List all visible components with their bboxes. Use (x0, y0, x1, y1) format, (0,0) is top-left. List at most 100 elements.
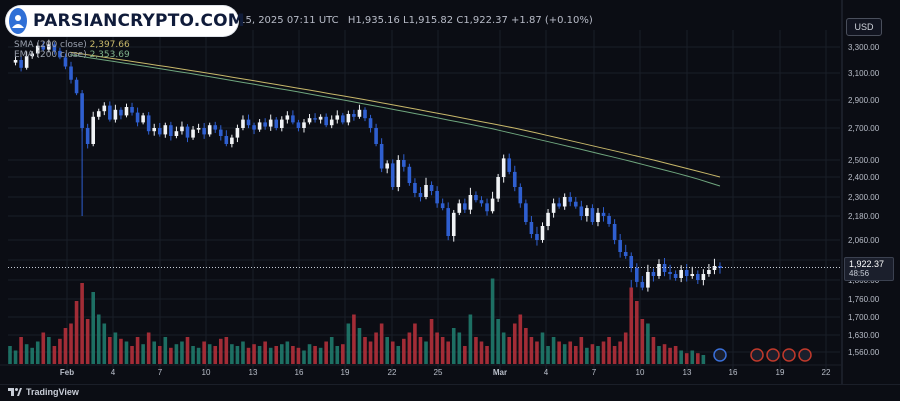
candle-body (246, 119, 251, 126)
candle-body (690, 274, 695, 276)
candle-body (479, 200, 484, 204)
currency-button[interactable]: USD (846, 18, 882, 36)
volume-bar (80, 283, 84, 364)
volume-bar (413, 323, 417, 364)
x-tick-label: 19 (776, 368, 785, 377)
volume-bar (346, 323, 351, 364)
volume-bar (429, 319, 434, 364)
volume-bar (673, 346, 678, 364)
volume-bar (30, 347, 34, 364)
candle-body (646, 272, 650, 288)
x-tick-label: 16 (295, 368, 304, 377)
candle-body (196, 128, 201, 130)
candle-body (718, 266, 722, 268)
x-tick-label: Mar (493, 368, 507, 377)
candle-body (357, 109, 362, 117)
volume-bar (24, 344, 29, 364)
volume-bar (252, 344, 256, 364)
candle-body (568, 197, 573, 202)
candle-body (302, 122, 306, 128)
candle-body (474, 195, 478, 201)
volume-bar (291, 346, 295, 364)
volume-bar (157, 346, 162, 364)
candle-body (130, 107, 134, 113)
volume-bar (668, 347, 672, 364)
candle-body (485, 203, 489, 212)
candle-body (529, 222, 534, 234)
volume-bar (657, 346, 661, 364)
ema-legend[interactable]: EMA (200 close) 2,353.69 (14, 50, 130, 60)
x-tick-label: 7 (158, 368, 163, 377)
volume-bar (573, 346, 578, 364)
volume-bar (69, 323, 73, 364)
candle-body (618, 240, 622, 252)
candle-body (285, 115, 290, 120)
logo-icon (9, 8, 27, 34)
candle-body (41, 45, 46, 50)
candle-body (535, 234, 539, 240)
volume-bar (662, 344, 667, 364)
volume-bar (696, 353, 700, 364)
sma-legend[interactable]: SMA (200 close) 2,397.66 (14, 40, 130, 50)
tradingview-brand[interactable]: TradingView (8, 387, 79, 397)
candle-body (601, 212, 606, 216)
volume-bar (263, 341, 267, 364)
candle-body (108, 105, 112, 120)
x-tick-label: Feb (60, 368, 74, 377)
candle-body (557, 203, 561, 207)
volume-bar (268, 347, 273, 364)
y-tick-label: 1,760.00 (848, 295, 880, 304)
volume-bar (607, 337, 611, 364)
candle-body (696, 274, 700, 280)
sma-line (69, 51, 721, 178)
grid-lines (8, 30, 840, 373)
sma-label: SMA (200 close) (14, 40, 87, 50)
volume-bar (185, 337, 190, 364)
event-flag-icon (750, 348, 764, 362)
volume-bar (596, 346, 600, 364)
candle-body (634, 268, 639, 282)
candle-body (191, 129, 195, 138)
candle-body (47, 44, 51, 50)
volume-bar (623, 332, 628, 364)
candle-body (152, 128, 157, 132)
candle-body (363, 109, 367, 119)
y-tick-label: 1,630.00 (848, 331, 880, 340)
candle-body (19, 60, 23, 68)
candle-body (590, 208, 595, 222)
candle-body (263, 122, 267, 127)
volume-bar (485, 346, 489, 364)
candle-body (352, 114, 356, 117)
candle-body (63, 57, 68, 67)
volume-bar (202, 341, 206, 364)
y-tick-label: 2,900.00 (848, 96, 880, 105)
volume-bar (612, 346, 617, 364)
volume-bar (646, 323, 650, 364)
brand-text: TradingView (26, 387, 79, 397)
candle-body (218, 129, 223, 136)
candle-body (113, 109, 118, 120)
volume-bar (191, 346, 195, 364)
volume-bar (58, 338, 62, 364)
candle-body (102, 105, 107, 112)
x-tick-label: 7 (592, 368, 597, 377)
candle-body (701, 274, 706, 280)
volume-bar (47, 337, 51, 364)
candle-body (35, 45, 40, 54)
candle-body (52, 44, 57, 51)
candle-body (551, 203, 556, 213)
x-tick-label: 13 (683, 368, 692, 377)
candle-body (501, 158, 506, 177)
volume-bar (35, 341, 40, 364)
x-tick-label: 10 (202, 368, 211, 377)
candle-body (607, 216, 611, 224)
candle-body (141, 115, 145, 123)
volume-bar (557, 341, 561, 364)
candle-body (640, 281, 645, 288)
candle-body (524, 203, 528, 222)
candle-body (540, 226, 545, 240)
candle-body (30, 53, 34, 57)
candle-body (74, 79, 79, 94)
